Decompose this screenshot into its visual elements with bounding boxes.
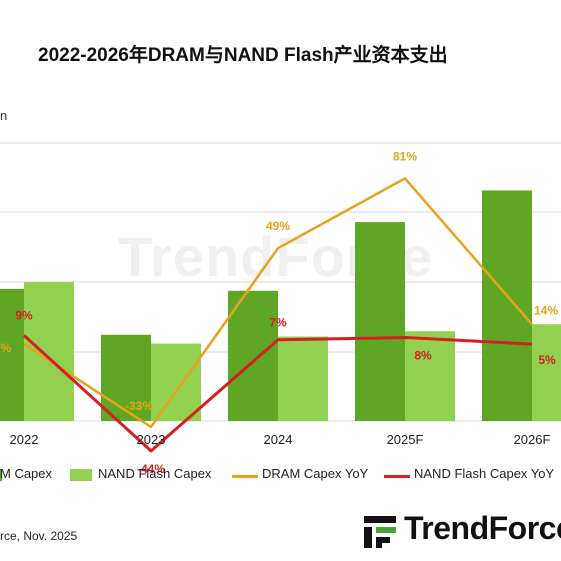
- nand-yoy-line: [22, 334, 533, 453]
- legend-label: NAND Flash Capex YoY: [414, 466, 555, 481]
- x-tick-label: 2023: [137, 432, 166, 447]
- legend-swatch: [384, 475, 410, 478]
- dram-yoy-label: -33%: [125, 399, 153, 413]
- legend-swatch: [232, 475, 258, 478]
- x-tick-label: 2026F: [514, 432, 551, 447]
- legend-swatch: [70, 469, 92, 481]
- nand-capex-bar: [278, 336, 328, 421]
- y-axis-unit-label: n: [0, 108, 8, 123]
- dram-yoy-label: 81%: [393, 149, 417, 163]
- dram-capex-bar: [482, 190, 532, 421]
- dram-capex-bar: [101, 334, 151, 421]
- bars: [0, 190, 561, 421]
- dram-yoy-line: [23, 177, 533, 429]
- dram-yoy-label: %: [1, 341, 12, 355]
- legend-swatch: [0, 469, 2, 481]
- legend-label: M Capex: [0, 466, 53, 481]
- chart-title: 2022-2026年DRAM与NAND Flash产业资本支出: [38, 45, 448, 66]
- nand-yoy-label: 7%: [269, 316, 287, 330]
- trendforce-logo-icon: [364, 516, 396, 548]
- nand-capex-bar: [532, 324, 561, 421]
- nand-yoy-label: 9%: [15, 308, 33, 322]
- dram-capex-bar: [0, 289, 24, 421]
- source-note: rce, Nov. 2025: [0, 529, 78, 543]
- nand-yoy-label: 5%: [538, 353, 556, 367]
- x-tick-label: 2022: [10, 432, 39, 447]
- lines: [22, 177, 533, 453]
- dram-yoy-label: 14%: [534, 303, 558, 317]
- dram-capex-bar: [228, 290, 278, 421]
- legend-label: NAND Flash Capex: [98, 466, 212, 481]
- nand-capex-bar: [405, 331, 455, 421]
- nand-capex-bar: [24, 281, 74, 421]
- brand-name: TrendForce: [404, 510, 561, 546]
- x-tick-label: 2025F: [387, 432, 424, 447]
- brand-logo: TrendForce: [362, 508, 561, 548]
- x-tick-labels: 2022 2023 2024 2025F 2026F: [10, 432, 551, 447]
- nand-yoy-label: 8%: [414, 349, 432, 363]
- nand-yoy-label: -44%: [137, 462, 165, 476]
- nand-capex-bar: [151, 343, 201, 421]
- legend-label: DRAM Capex YoY: [262, 466, 369, 481]
- dram-capex-bar: [355, 222, 405, 421]
- x-tick-label: 2024: [264, 432, 293, 447]
- dram-yoy-label: 49%: [266, 219, 290, 233]
- data-labels: % -33% 49% 81% 14% 9% -44% 7% 8% 5%: [1, 149, 559, 476]
